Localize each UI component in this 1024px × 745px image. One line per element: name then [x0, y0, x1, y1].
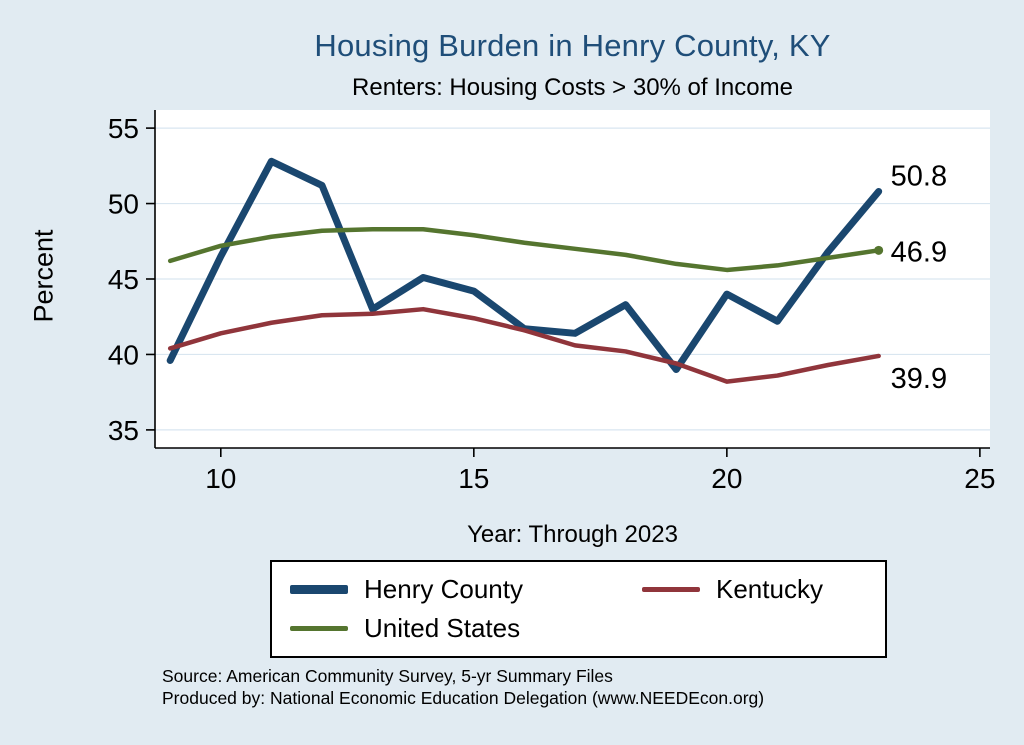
- source-notes: Source: American Community Survey, 5-yr …: [162, 666, 764, 710]
- henry-county-line-swatch: [290, 585, 348, 594]
- plot-area: 35 40 45 50 55 10 15 20 25 50.8 39.9 46.9: [108, 110, 995, 494]
- legend-label-kentucky: Kentucky: [716, 574, 823, 604]
- page-title: Housing Burden in Henry County, KY: [314, 28, 831, 63]
- legend-item-henry-county: Henry County: [290, 574, 642, 605]
- x-axis-label: Year: Through 2023: [467, 521, 678, 548]
- x-tick-label: 15: [458, 463, 489, 494]
- y-tick-label: 35: [108, 415, 139, 446]
- legend-item-united-states: United States: [290, 613, 642, 644]
- legend-label-henry-county: Henry County: [364, 574, 523, 604]
- x-tick-label: 25: [964, 463, 995, 494]
- legend: Henry County Kentucky United States: [270, 560, 887, 658]
- x-tick-label: 10: [205, 463, 236, 494]
- united-states-line-swatch: [290, 626, 348, 631]
- x-tick-label: 20: [711, 463, 742, 494]
- y-tick-label: 45: [108, 264, 139, 295]
- produced-by-line: Produced by: National Economic Education…: [162, 687, 765, 708]
- legend-item-kentucky: Kentucky: [642, 574, 875, 605]
- united-states-end-label: 46.9: [891, 236, 947, 268]
- chart-subtitle: Renters: Housing Costs > 30% of Income: [352, 74, 793, 101]
- kentucky-end-label: 39.9: [891, 363, 947, 395]
- kentucky-line-swatch: [642, 587, 700, 592]
- source-line: Source: American Community Survey, 5-yr …: [162, 666, 613, 686]
- y-tick-label: 40: [108, 339, 139, 370]
- united-states-line: [167, 226, 881, 273]
- legend-label-united-states: United States: [364, 613, 521, 643]
- henry-county-end-label: 50.8: [891, 160, 947, 192]
- y-tick-label: 50: [108, 189, 139, 220]
- united-states-end-marker: [874, 245, 884, 255]
- y-tick-label: 55: [108, 113, 139, 144]
- kentucky-line: [167, 306, 881, 384]
